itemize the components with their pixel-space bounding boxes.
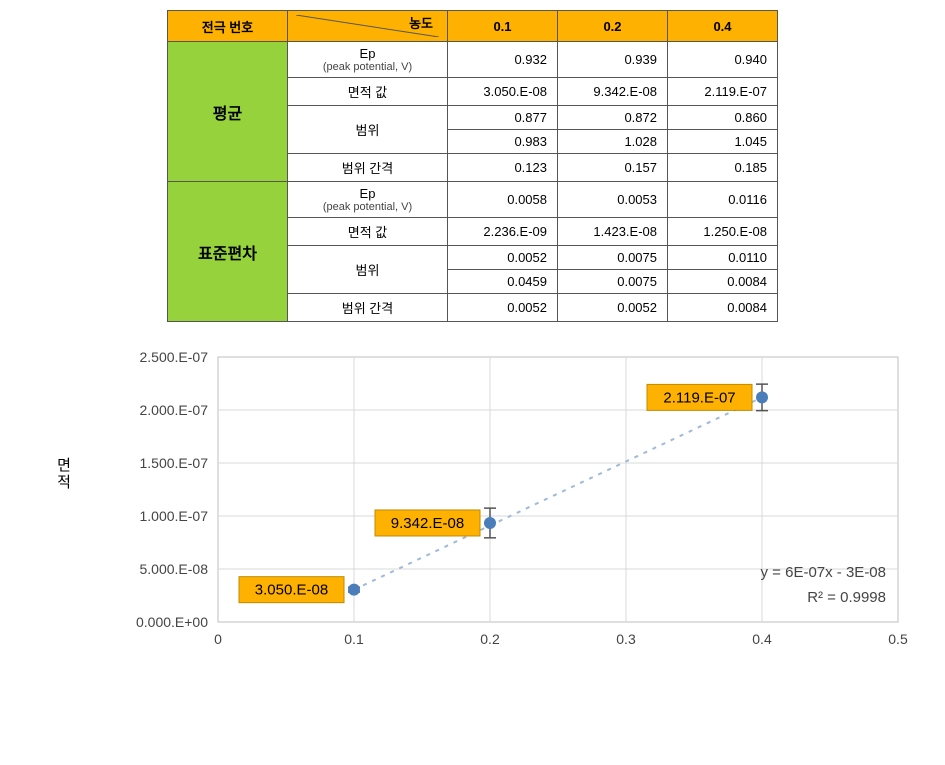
svg-text:2.000.E-07: 2.000.E-07 bbox=[139, 402, 208, 418]
table-header-conc: 농도 bbox=[288, 11, 448, 42]
table-rowlabel: 범위 bbox=[288, 106, 448, 154]
svg-text:R² = 0.9998: R² = 0.9998 bbox=[807, 589, 886, 606]
chart-ylabel: 면적 bbox=[53, 457, 74, 491]
table-cell: 0.157 bbox=[558, 154, 668, 182]
table-cell: 0.932 bbox=[448, 42, 558, 78]
data-table: 전극 번호농도0.10.20.4평균Ep(peak potential, V)0… bbox=[167, 10, 778, 322]
table-cell: 0.860 bbox=[668, 106, 778, 130]
table-rowlabel: Ep(peak potential, V) bbox=[288, 42, 448, 78]
area-chart: 0 0.1 0.2 0.3 0.4 0.5 0.000.E+00 5.000.E-08 1.00… bbox=[38, 337, 908, 657]
table-cell: 0.0052 bbox=[448, 246, 558, 270]
table-cell: 3.050.E-08 bbox=[448, 78, 558, 106]
svg-text:1.500.E-07: 1.500.E-07 bbox=[139, 455, 208, 471]
svg-text:2.119.E-07: 2.119.E-07 bbox=[663, 389, 735, 406]
svg-text:0.000.E+00: 0.000.E+00 bbox=[135, 614, 207, 630]
svg-text:y = 6E-07x - 3E-08: y = 6E-07x - 3E-08 bbox=[760, 564, 885, 581]
table-rowlabel: 범위 bbox=[288, 246, 448, 294]
svg-text:0.4: 0.4 bbox=[752, 631, 772, 647]
table-cell: 0.872 bbox=[558, 106, 668, 130]
table-group-0: 평균 bbox=[168, 42, 288, 182]
table-cell: 0.185 bbox=[668, 154, 778, 182]
table-rowlabel: 면적 값 bbox=[288, 78, 448, 106]
table-cell: 2.236.E-09 bbox=[448, 218, 558, 246]
svg-text:2.500.E-07: 2.500.E-07 bbox=[139, 349, 208, 365]
table-cell: 0.0052 bbox=[558, 294, 668, 322]
svg-text:0.1: 0.1 bbox=[344, 631, 364, 647]
table-cell: 0.0075 bbox=[558, 270, 668, 294]
table-cell: 0.0052 bbox=[448, 294, 558, 322]
table-cell: 0.0075 bbox=[558, 246, 668, 270]
chart-container: 면적 0 0.1 0.2 0.3 0.4 0.5 0.000.E+00 5.000.E-08 1… bbox=[38, 337, 908, 657]
table-cell: 1.423.E-08 bbox=[558, 218, 668, 246]
table-group-1: 표준편차 bbox=[168, 182, 288, 322]
table-cell: 0.0110 bbox=[668, 246, 778, 270]
table-header-electrode: 전극 번호 bbox=[168, 11, 288, 42]
table-cell: 0.0084 bbox=[668, 294, 778, 322]
svg-text:0.5: 0.5 bbox=[888, 631, 908, 647]
table-cell: 1.250.E-08 bbox=[668, 218, 778, 246]
table-cell: 0.0084 bbox=[668, 270, 778, 294]
table-rowlabel: Ep(peak potential, V) bbox=[288, 182, 448, 218]
table-cell: 0.0058 bbox=[448, 182, 558, 218]
table-cell: 0.123 bbox=[448, 154, 558, 182]
table-header-val-2: 0.4 bbox=[668, 11, 778, 42]
table-cell: 0.0053 bbox=[558, 182, 668, 218]
table-cell: 9.342.E-08 bbox=[558, 78, 668, 106]
table-cell: 0.0459 bbox=[448, 270, 558, 294]
table-cell: 1.045 bbox=[668, 130, 778, 154]
svg-text:1.000.E-07: 1.000.E-07 bbox=[139, 508, 208, 524]
svg-text:0.3: 0.3 bbox=[616, 631, 636, 647]
table-rowlabel: 범위 간격 bbox=[288, 154, 448, 182]
table-header-val-0: 0.1 bbox=[448, 11, 558, 42]
table-rowlabel: 면적 값 bbox=[288, 218, 448, 246]
svg-text:0.2: 0.2 bbox=[480, 631, 500, 647]
table-cell: 1.028 bbox=[558, 130, 668, 154]
table-header-val-1: 0.2 bbox=[558, 11, 668, 42]
table-cell: 0.939 bbox=[558, 42, 668, 78]
svg-text:5.000.E-08: 5.000.E-08 bbox=[139, 561, 208, 577]
svg-text:3.050.E-08: 3.050.E-08 bbox=[254, 582, 327, 599]
table-cell: 0.0116 bbox=[668, 182, 778, 218]
svg-text:0: 0 bbox=[214, 631, 222, 647]
table-cell: 2.119.E-07 bbox=[668, 78, 778, 106]
table-cell: 0.940 bbox=[668, 42, 778, 78]
table-cell: 0.877 bbox=[448, 106, 558, 130]
table-cell: 0.983 bbox=[448, 130, 558, 154]
table-rowlabel: 범위 간격 bbox=[288, 294, 448, 322]
svg-text:9.342.E-08: 9.342.E-08 bbox=[390, 515, 463, 532]
